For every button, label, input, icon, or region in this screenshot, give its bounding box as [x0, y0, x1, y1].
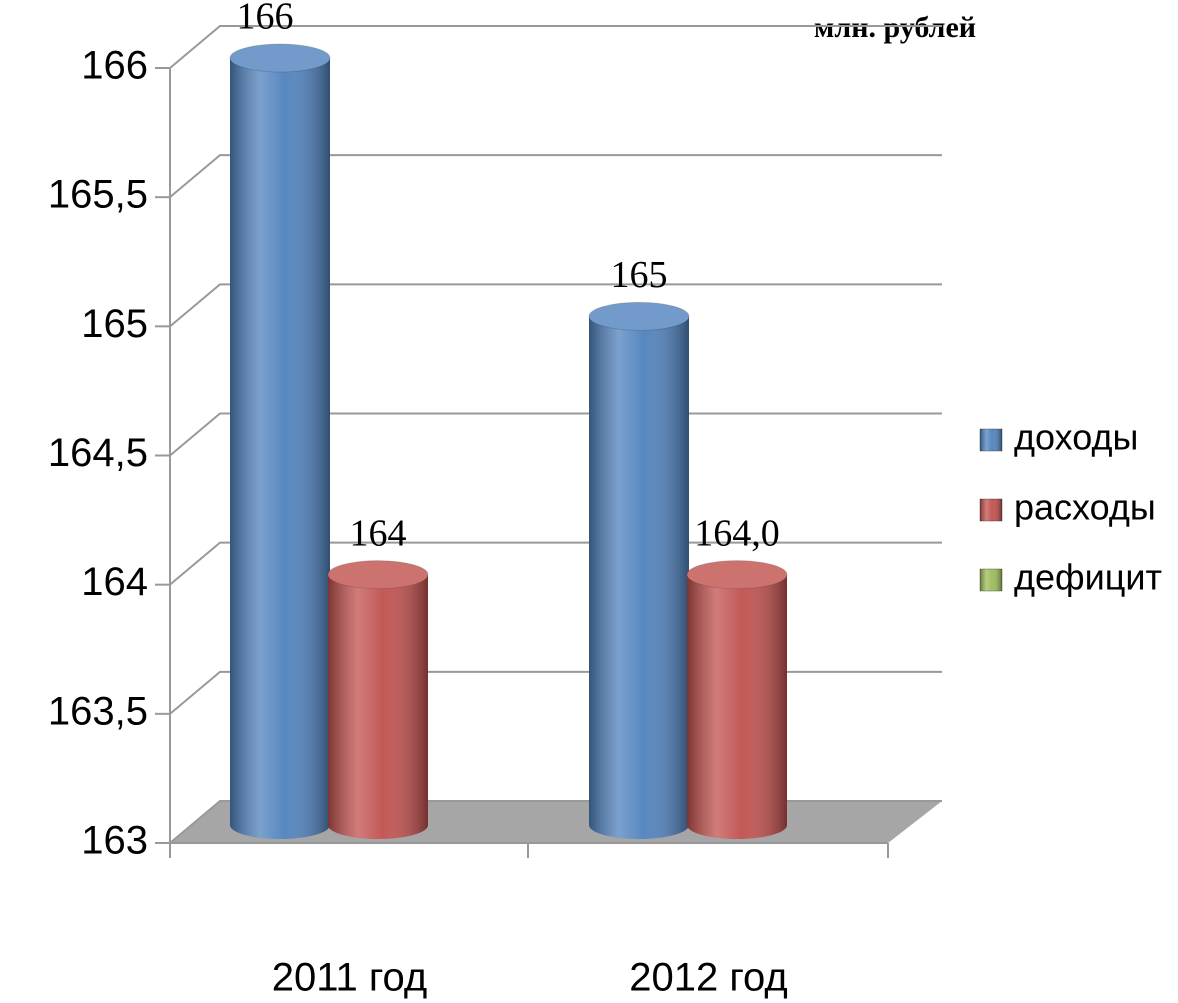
bar-top — [686, 560, 788, 590]
y-tick-label: 164 — [81, 560, 148, 604]
grid-line — [169, 283, 942, 328]
bar-top-shade — [687, 560, 787, 589]
bar-top-shade — [328, 560, 428, 589]
y-tick-label: 165 — [81, 302, 148, 346]
bar-top-shade — [230, 44, 330, 72]
bar-shade — [328, 574, 428, 839]
legend-label: доходы — [1014, 417, 1138, 458]
value-label: 165 — [611, 254, 668, 296]
y-tick-label: 165,5 — [48, 173, 148, 217]
grid-line — [169, 154, 942, 198]
bar-shade — [687, 574, 787, 839]
grid-line — [169, 412, 942, 457]
y-tick-label: 166 — [81, 44, 148, 88]
unit-label: млн. рублей — [814, 11, 976, 44]
value-label: 164 — [350, 512, 407, 554]
bar-top-shade — [589, 302, 689, 331]
x-tick-label: 2011 год — [272, 956, 428, 1000]
y-tick-label: 164,5 — [48, 431, 148, 475]
legend-marker-shade — [980, 569, 1002, 591]
legend-label: дефицит — [1014, 557, 1162, 598]
y-tick-label: 163 — [81, 819, 148, 863]
x-tick-label: 2012 год — [629, 956, 788, 1000]
legend-marker-shade — [980, 499, 1002, 521]
value-label: 166 — [237, 0, 294, 38]
grid-line — [169, 541, 942, 586]
grid-line — [169, 25, 942, 69]
y-tick-label: 163,5 — [48, 689, 148, 733]
bar-top — [229, 43, 331, 73]
bar-shade — [589, 316, 689, 839]
bar-top — [588, 301, 690, 331]
bar-shade — [230, 58, 330, 839]
legend-label: расходы — [1014, 487, 1156, 528]
legend-marker-shade — [980, 429, 1002, 451]
value-label: 164,0 — [694, 512, 780, 554]
bar-top — [327, 560, 429, 590]
